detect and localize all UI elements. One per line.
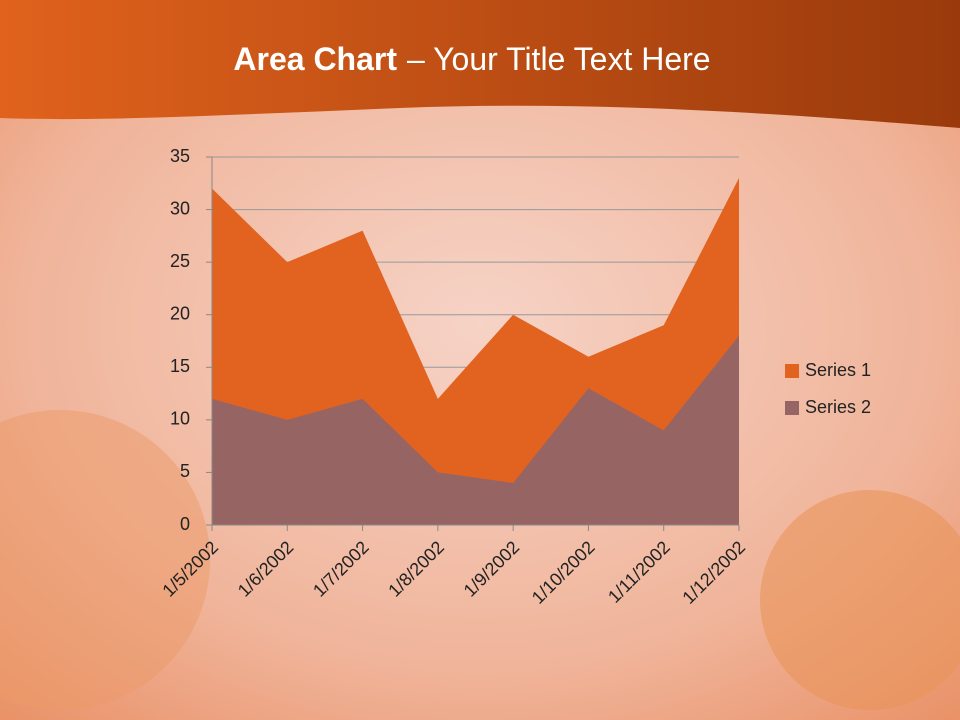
y-tick-label: 10 <box>170 409 190 429</box>
y-tick-label: 30 <box>170 198 190 218</box>
header-band <box>0 0 960 128</box>
y-tick-label: 5 <box>180 461 190 481</box>
y-tick-label: 20 <box>170 303 190 323</box>
decor <box>760 490 960 710</box>
decor <box>0 410 210 710</box>
y-tick-label: 25 <box>170 251 190 271</box>
title-rest: – Your Title Text Here <box>407 41 711 77</box>
legend-swatch <box>785 364 799 378</box>
legend-label: Series 1 <box>805 360 871 380</box>
slide-title: Area Chart – Your Title Text Here <box>233 41 710 77</box>
legend-swatch <box>785 401 799 415</box>
legend-label: Series 2 <box>805 397 871 417</box>
y-tick-label: 0 <box>180 514 190 534</box>
y-tick-label: 35 <box>170 146 190 166</box>
y-tick-label: 15 <box>170 356 190 376</box>
area <box>212 335 739 525</box>
title-bold: Area Chart <box>233 41 397 77</box>
